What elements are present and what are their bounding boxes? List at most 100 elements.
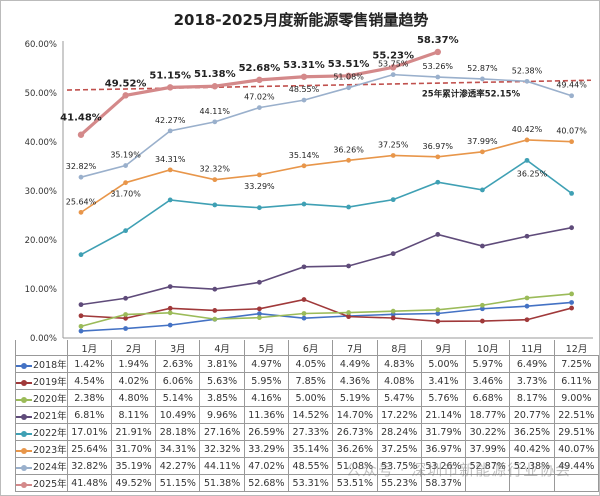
table-cell: 47.02% [243, 457, 290, 475]
table-cell: 36.25% [509, 423, 555, 441]
series-line-2020年 [80, 293, 572, 328]
table-cell: 7.85% [288, 372, 334, 390]
data-point [167, 84, 174, 91]
data-point [390, 315, 396, 321]
series-line-2023年 [80, 139, 572, 214]
table-cell: 2.38% [66, 389, 112, 407]
data-point [167, 284, 173, 289]
table-cell: 53.31% [288, 474, 334, 492]
data-point [257, 311, 262, 317]
table-cell: 5.76% [420, 389, 467, 407]
data-point [435, 311, 441, 316]
data-point [212, 202, 218, 208]
table-row: 2021年 6.81% 8.11% 10.49% 9.96% 11.36% 14.52% 14… [15, 406, 599, 424]
data-point [301, 163, 307, 169]
data-point [434, 48, 441, 56]
table-cell: 4.16% [243, 389, 290, 407]
table-cell: 10.49% [155, 406, 201, 424]
data-point [78, 323, 84, 329]
table-cell: 42.27% [155, 457, 201, 475]
table-cell: 27.16% [199, 423, 245, 441]
data-point [435, 179, 441, 185]
data-label: 25.64% [66, 197, 97, 206]
data-label: 41.48% [60, 113, 102, 124]
data-label: 35.19% [110, 151, 141, 160]
data-point [123, 315, 128, 321]
data-point [212, 316, 218, 322]
series-name: 2025年 [33, 479, 67, 490]
data-point [78, 328, 84, 334]
table-cell: 5.95% [243, 372, 290, 390]
table-cell: 8.17% [509, 389, 555, 407]
table-cell: 4.54% [66, 372, 112, 390]
series-line-2018年 [80, 301, 572, 332]
data-label: 52.38% [512, 66, 543, 75]
month-header: 11月 [509, 340, 555, 356]
data-point [78, 209, 84, 215]
table-cell: 29.51% [553, 423, 599, 441]
month-header: 5月 [243, 340, 289, 356]
table-cell: 37.99% [465, 440, 511, 458]
table-cell: 36.97% [420, 440, 467, 458]
series-label: 2019年 [15, 372, 68, 390]
data-point [78, 252, 84, 258]
table-cell: 1.94% [110, 355, 157, 373]
table-cell: 17.22% [376, 406, 422, 424]
data-point [78, 313, 84, 319]
data-point [167, 305, 173, 311]
month-header: 9月 [420, 340, 466, 356]
line-chart: 2018-2025月度新能源零售销量趋势 0.00% 10.00% 20.00% 30.… [25, 11, 593, 341]
data-point [346, 204, 351, 210]
data-point [256, 76, 263, 84]
data-point [212, 119, 218, 125]
data-point [301, 311, 307, 316]
data-point [167, 310, 173, 316]
data-point [390, 251, 396, 257]
data-label: 55.23% [372, 50, 414, 61]
table-cell: 2.63% [155, 355, 201, 373]
table-cell: 36.26% [332, 440, 378, 458]
data-point [569, 93, 574, 99]
table-cell: 28.24% [376, 423, 422, 441]
month-header: 4月 [199, 340, 245, 356]
table-row: 2018年 1.42% 1.94% 2.63% 3.81% 4.97% 4.05% 4.49%… [15, 355, 599, 373]
data-point [123, 180, 128, 186]
table-cell: 53.51% [332, 474, 378, 492]
data-point [390, 197, 396, 203]
data-point [300, 73, 308, 80]
data-label: 44.11% [200, 107, 231, 116]
data-label: 53.31% [283, 60, 325, 71]
table-cell: 8.11% [110, 406, 157, 424]
data-point [167, 322, 173, 328]
data-point [122, 92, 129, 99]
table-cell: 30.22% [465, 423, 511, 441]
data-point [524, 233, 530, 239]
series-label: 2025年 [15, 474, 68, 492]
chart-title: 2018-2025月度新能源零售销量趋势 [174, 11, 429, 29]
table-cell: 1.42% [66, 355, 112, 373]
data-point [257, 279, 262, 285]
table-cell: 41.48% [66, 474, 112, 492]
data-point [435, 318, 441, 324]
data-point [346, 310, 351, 315]
table-cell: 4.36% [332, 372, 378, 390]
data-label: 51.08% [333, 73, 364, 82]
watermark: 公众号 · 深圳市新能源行业协会 [346, 461, 572, 479]
data-point [257, 205, 262, 211]
data-point [123, 295, 128, 301]
table-cell: 4.80% [110, 389, 157, 407]
table-cell: 3.41% [420, 372, 467, 390]
data-point [480, 306, 485, 312]
table-cell: 4.83% [376, 355, 422, 373]
data-point [212, 308, 218, 313]
table-corner [15, 340, 68, 356]
series-label: 2021年 [15, 406, 68, 424]
data-table: 1月 2月 3月 4月 5月 6月 7月 8月 9月 10月 11月 12月 2018年 1.42% 1.9… [15, 340, 599, 492]
data-label: 40.42% [512, 125, 543, 134]
table-row: 2019年 4.54% 4.02% 6.06% 5.63% 5.95% 7.85% 4.36%… [15, 372, 599, 390]
table-cell: 5.19% [332, 389, 378, 407]
data-point [480, 76, 485, 82]
y-tick-label: 50.00% [25, 89, 57, 99]
data-point [524, 78, 530, 84]
data-point [123, 312, 128, 317]
